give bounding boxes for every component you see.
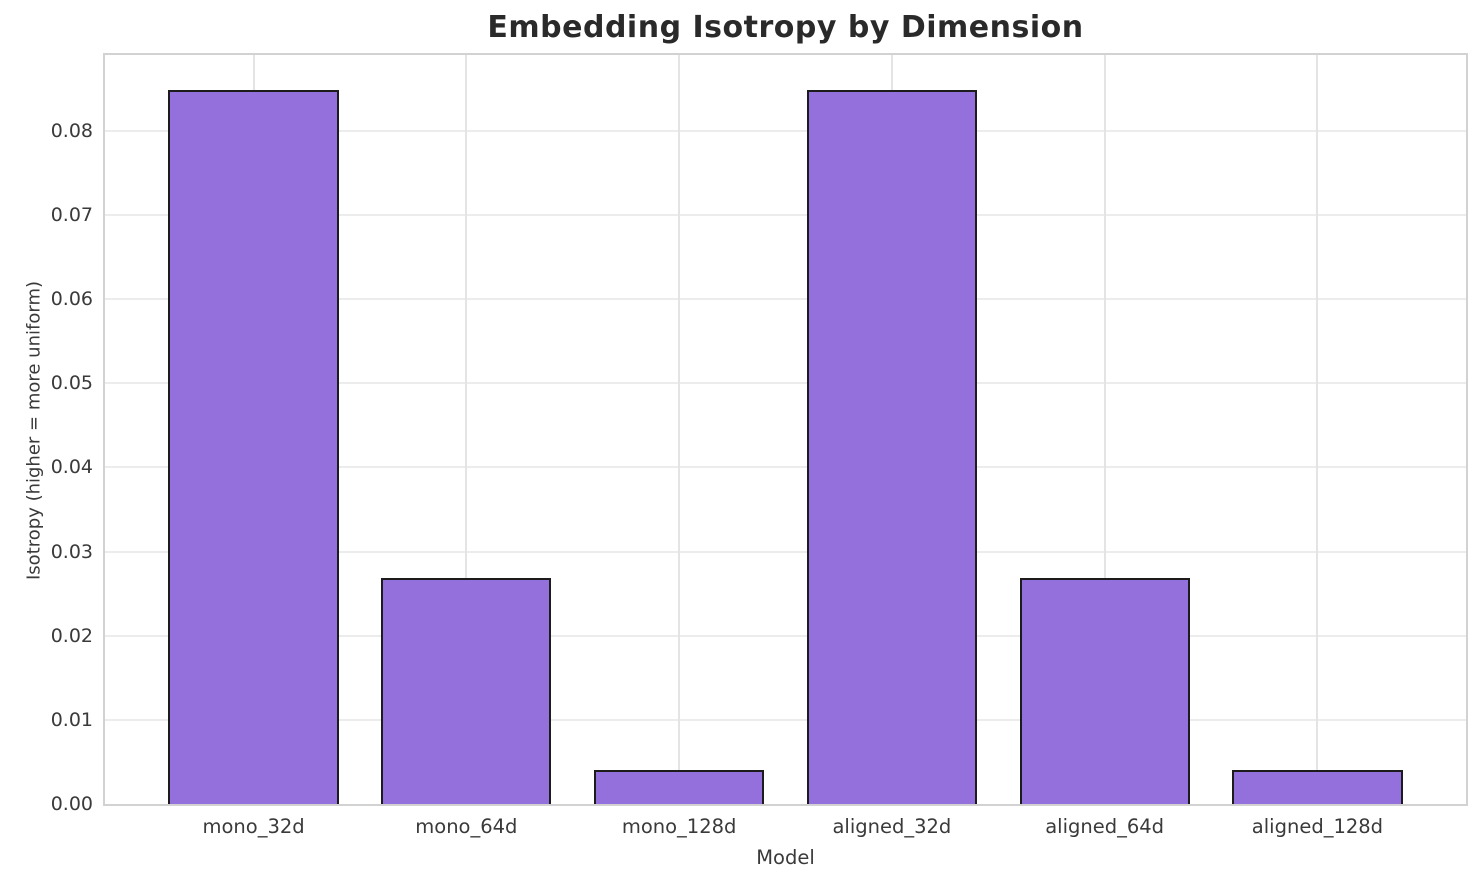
bar-aligned_128d <box>1232 770 1403 804</box>
h-gridline <box>105 213 1466 216</box>
bar-mono_64d <box>381 577 552 804</box>
bar-mono_32d <box>168 90 339 804</box>
y-axis-label: Isotropy (higher = more uniform) <box>23 281 45 580</box>
x-tick-label-aligned_32d: aligned_32d <box>832 815 952 838</box>
h-gridline <box>105 634 1466 637</box>
x-tick-label-mono_128d: mono_128d <box>621 815 737 838</box>
x-axis-label: Model <box>756 846 815 869</box>
y-tick-label: 0.04 <box>50 456 93 479</box>
h-gridline <box>105 298 1466 301</box>
h-gridline <box>105 550 1466 553</box>
chart-title: Embedding Isotropy by Dimension <box>487 10 1084 45</box>
bar-aligned_32d <box>806 90 977 804</box>
v-gridline <box>1103 55 1106 804</box>
y-tick-label: 0.00 <box>50 793 93 815</box>
y-tick-label: 0.03 <box>50 540 93 563</box>
x-tick-label-aligned_128d: aligned_128d <box>1251 815 1384 838</box>
bar-mono_128d <box>594 770 765 804</box>
h-gridline <box>105 382 1466 385</box>
bar-aligned_64d <box>1019 577 1190 804</box>
y-tick-label: 0.07 <box>50 203 93 226</box>
plot-area <box>103 53 1468 806</box>
h-gridline <box>105 129 1466 132</box>
x-tick-label-aligned_64d: aligned_64d <box>1045 815 1165 838</box>
v-gridline <box>1316 55 1319 804</box>
x-tick-label-mono_32d: mono_32d <box>202 815 305 838</box>
y-tick-label: 0.02 <box>50 624 93 647</box>
y-tick-label: 0.06 <box>50 288 93 311</box>
v-gridline <box>465 55 468 804</box>
y-tick-label: 0.05 <box>50 372 93 395</box>
v-gridline <box>678 55 681 804</box>
h-gridline <box>105 718 1466 721</box>
y-tick-label: 0.01 <box>50 708 93 731</box>
h-gridline <box>105 466 1466 469</box>
y-tick-label: 0.08 <box>50 119 93 142</box>
x-tick-label-mono_64d: mono_64d <box>415 815 518 838</box>
